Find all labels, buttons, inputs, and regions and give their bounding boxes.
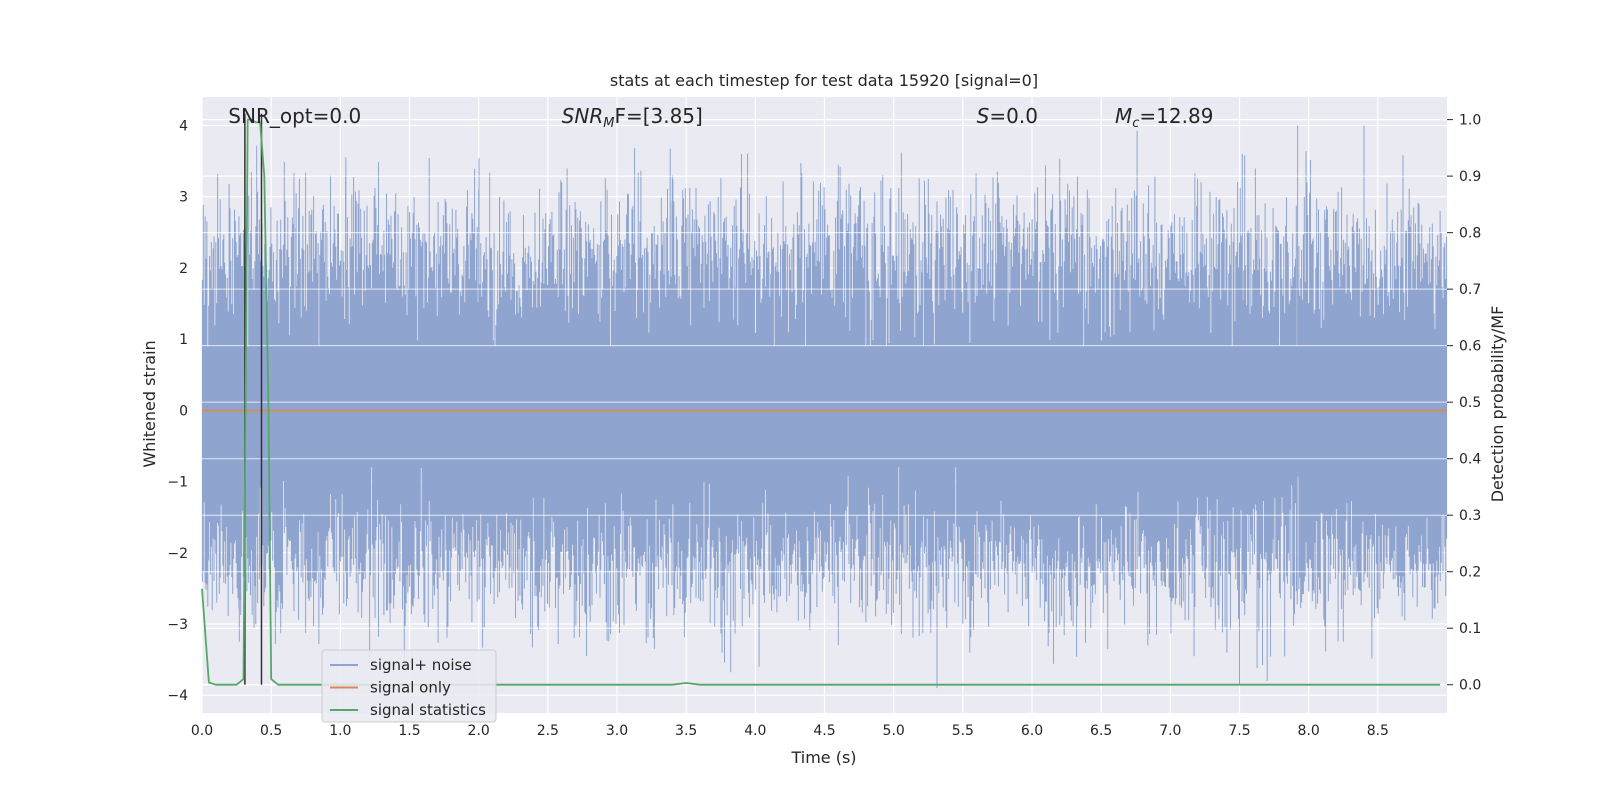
x-tick-label: 1.0 (329, 723, 351, 739)
y2-tick-label: 0.4 (1459, 452, 1481, 468)
y2-tick-label: 0.3 (1459, 508, 1481, 524)
y2-tick-label: 1.0 (1459, 113, 1481, 129)
x-tick-label: 1.5 (398, 723, 420, 739)
y2-tick-label: 0.1 (1459, 621, 1481, 637)
x-tick-label: 8.0 (1298, 723, 1320, 739)
x-tick-label: 2.5 (537, 723, 559, 739)
legend-box (321, 649, 497, 723)
x-tick-label: 7.0 (1159, 723, 1181, 739)
x-tick-label: 7.5 (1228, 723, 1250, 739)
x-tick-label: 6.5 (1090, 723, 1112, 739)
series-signal-noise-band (202, 354, 1447, 459)
annotation-snr-opt: SNR_opt=0.0 (228, 104, 361, 128)
chart-title: stats at each timestep for test data 159… (610, 71, 1038, 90)
x-tick-label: 2.0 (468, 723, 490, 739)
y2-tick-label: 0.5 (1459, 395, 1481, 411)
annotation-s: S=0.0 (977, 104, 1038, 128)
y-tick-label: 3 (179, 190, 188, 206)
x-tick-label: 0.0 (191, 723, 213, 739)
x-tick-label: 6.0 (1021, 723, 1043, 739)
x-tick-label: 5.0 (883, 723, 905, 739)
legend-entry: signal statistics (370, 701, 486, 719)
y2-tick-label: 0.8 (1459, 226, 1481, 242)
y2-tick-label: 0.6 (1459, 339, 1481, 355)
x-axis-label: Time (s) (790, 748, 856, 767)
y-tick-label: 0 (179, 403, 188, 419)
legend-entry: signal only (370, 679, 451, 697)
x-tick-label: 8.5 (1367, 723, 1389, 739)
y-tick-label: −2 (167, 546, 188, 562)
x-tick-label: 3.0 (606, 723, 628, 739)
y-tick-label: −1 (167, 475, 188, 491)
legend-entry: signal+ noise (370, 656, 472, 674)
annotation-snr-mf: SNRMF=[3.85] (562, 104, 703, 131)
y2-tick-label: 0.0 (1459, 678, 1481, 694)
x-tick-label: 4.0 (744, 723, 766, 739)
x-tick-label: 3.5 (675, 723, 697, 739)
y2-tick-label: 0.2 (1459, 565, 1481, 581)
legend: signal+ noise signal only signal statistic… (321, 649, 497, 723)
y-tick-label: 1 (179, 332, 188, 348)
annotation-mc: Mc=12.89 (1115, 104, 1213, 131)
y-tick-label: 4 (179, 118, 188, 134)
y2-tick-label: 0.9 (1459, 169, 1481, 185)
x-tick-label: 4.5 (813, 723, 835, 739)
y2-axis-label: Detection probability/MF (1488, 306, 1507, 503)
x-tick-label: 5.5 (952, 723, 974, 739)
y-tick-label: −4 (167, 688, 188, 704)
y-tick-label: 2 (179, 261, 188, 277)
y2-tick-label: 0.7 (1459, 282, 1481, 298)
y-tick-label: −3 (167, 617, 188, 633)
x-tick-label: 0.5 (260, 723, 282, 739)
series-signal-statistics (201, 118, 1441, 686)
y-axis-label: Whitened strain (140, 340, 159, 467)
